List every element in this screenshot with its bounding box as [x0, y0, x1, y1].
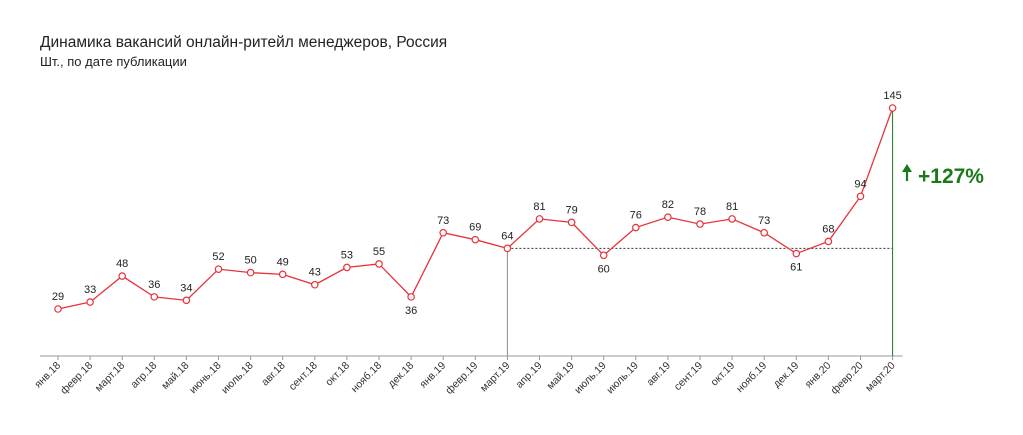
x-tick-label: февр.18 [58, 360, 95, 397]
data-point [728, 215, 736, 223]
chart-subtitle: Шт., по дате публикации [40, 54, 187, 69]
x-tick-label: янв.20 [803, 360, 834, 391]
data-label: 76 [630, 210, 642, 222]
data-label: 81 [726, 201, 738, 213]
data-point [375, 260, 383, 268]
data-point [696, 220, 704, 228]
data-point [471, 235, 480, 244]
growth-label: +127% [918, 165, 984, 188]
x-tick-label: июль.19 [604, 360, 641, 397]
x-tick-label: авг.18 [259, 360, 288, 389]
data-label: 73 [758, 215, 770, 227]
reference-layer [506, 108, 894, 356]
series-layer [57, 107, 894, 310]
data-label: 55 [373, 246, 385, 258]
x-tick-label: окт.18 [323, 360, 352, 389]
x-tick-label: июль.19 [572, 360, 609, 397]
data-label: 36 [148, 279, 160, 291]
data-point [86, 298, 94, 306]
data-point [343, 263, 351, 272]
x-tick-label: авг.19 [644, 360, 673, 389]
chart-title: Динамика вакансий онлайн-ритейл менеджер… [40, 34, 448, 51]
data-label: 50 [244, 255, 256, 267]
data-point [150, 293, 159, 301]
data-label: 49 [277, 256, 289, 268]
points-layer [54, 104, 897, 313]
data-label: 64 [501, 230, 513, 242]
data-point [888, 104, 897, 112]
data-label: 48 [116, 258, 128, 270]
data-point [631, 223, 640, 232]
x-tick-label: нояб.19 [734, 360, 769, 395]
data-label: 34 [180, 282, 192, 294]
data-point [118, 272, 127, 280]
x-tick-label: март.20 [863, 360, 898, 395]
x-tick-label: апр.19 [514, 360, 545, 391]
data-label: 61 [790, 262, 802, 274]
data-point [214, 265, 223, 273]
x-tick-label: дек.19 [771, 360, 802, 391]
x-tick-label: март.19 [478, 360, 513, 395]
data-label: 53 [341, 249, 353, 261]
x-tick-label: сент.19 [672, 360, 705, 393]
series-line [57, 107, 894, 310]
data-label: 79 [565, 204, 577, 216]
x-tick-label: март.18 [93, 360, 128, 395]
data-label: 43 [309, 267, 321, 279]
data-point [246, 268, 255, 277]
x-tick-label: янв.18 [32, 360, 63, 391]
data-point [535, 215, 544, 223]
data-label: 68 [822, 223, 834, 235]
data-label: 36 [405, 305, 417, 317]
x-tick-label: апр.18 [128, 360, 159, 391]
data-point [824, 237, 833, 246]
data-point [664, 213, 672, 221]
data-point [278, 270, 287, 279]
data-point [599, 251, 608, 260]
data-point [567, 218, 576, 227]
x-tick-label: февр.19 [443, 360, 480, 397]
x-tick-label: июль.18 [219, 360, 256, 397]
data-point [792, 249, 801, 258]
data-label: 33 [84, 284, 96, 296]
growth-annotation: +127% [902, 164, 984, 188]
data-label: 60 [598, 263, 610, 275]
data-labels-layer: 29 33 48 36 34 52 50 49 43 53 55 36 73 69 64 81 79 60 76 82… [52, 90, 902, 317]
axis-layer [40, 355, 903, 360]
x-tick-label: нояб.18 [349, 360, 384, 395]
x-tick-label: окт.19 [708, 360, 737, 389]
x-tick-label: янв.19 [417, 360, 448, 391]
data-label: 94 [854, 178, 866, 190]
x-tick-label: сент.18 [287, 360, 320, 393]
data-label: 81 [533, 201, 545, 213]
up-arrow-icon [902, 164, 912, 172]
data-point [182, 296, 191, 305]
data-point [439, 228, 448, 237]
x-tick-label: дек.18 [386, 360, 417, 391]
data-point [310, 280, 319, 289]
data-label: 73 [437, 215, 449, 227]
data-point [407, 293, 415, 301]
data-point [503, 244, 512, 253]
data-label: 78 [694, 206, 706, 218]
data-label: 69 [469, 222, 481, 234]
data-label: 82 [662, 199, 674, 211]
x-tick-label: февр.20 [828, 360, 865, 397]
data-point [54, 305, 62, 313]
data-label: 52 [212, 251, 224, 263]
data-point [856, 192, 865, 201]
data-point [760, 228, 769, 237]
x-tick-label: июнь.18 [187, 360, 224, 397]
data-label: 145 [883, 90, 901, 102]
data-label: 29 [52, 291, 64, 303]
